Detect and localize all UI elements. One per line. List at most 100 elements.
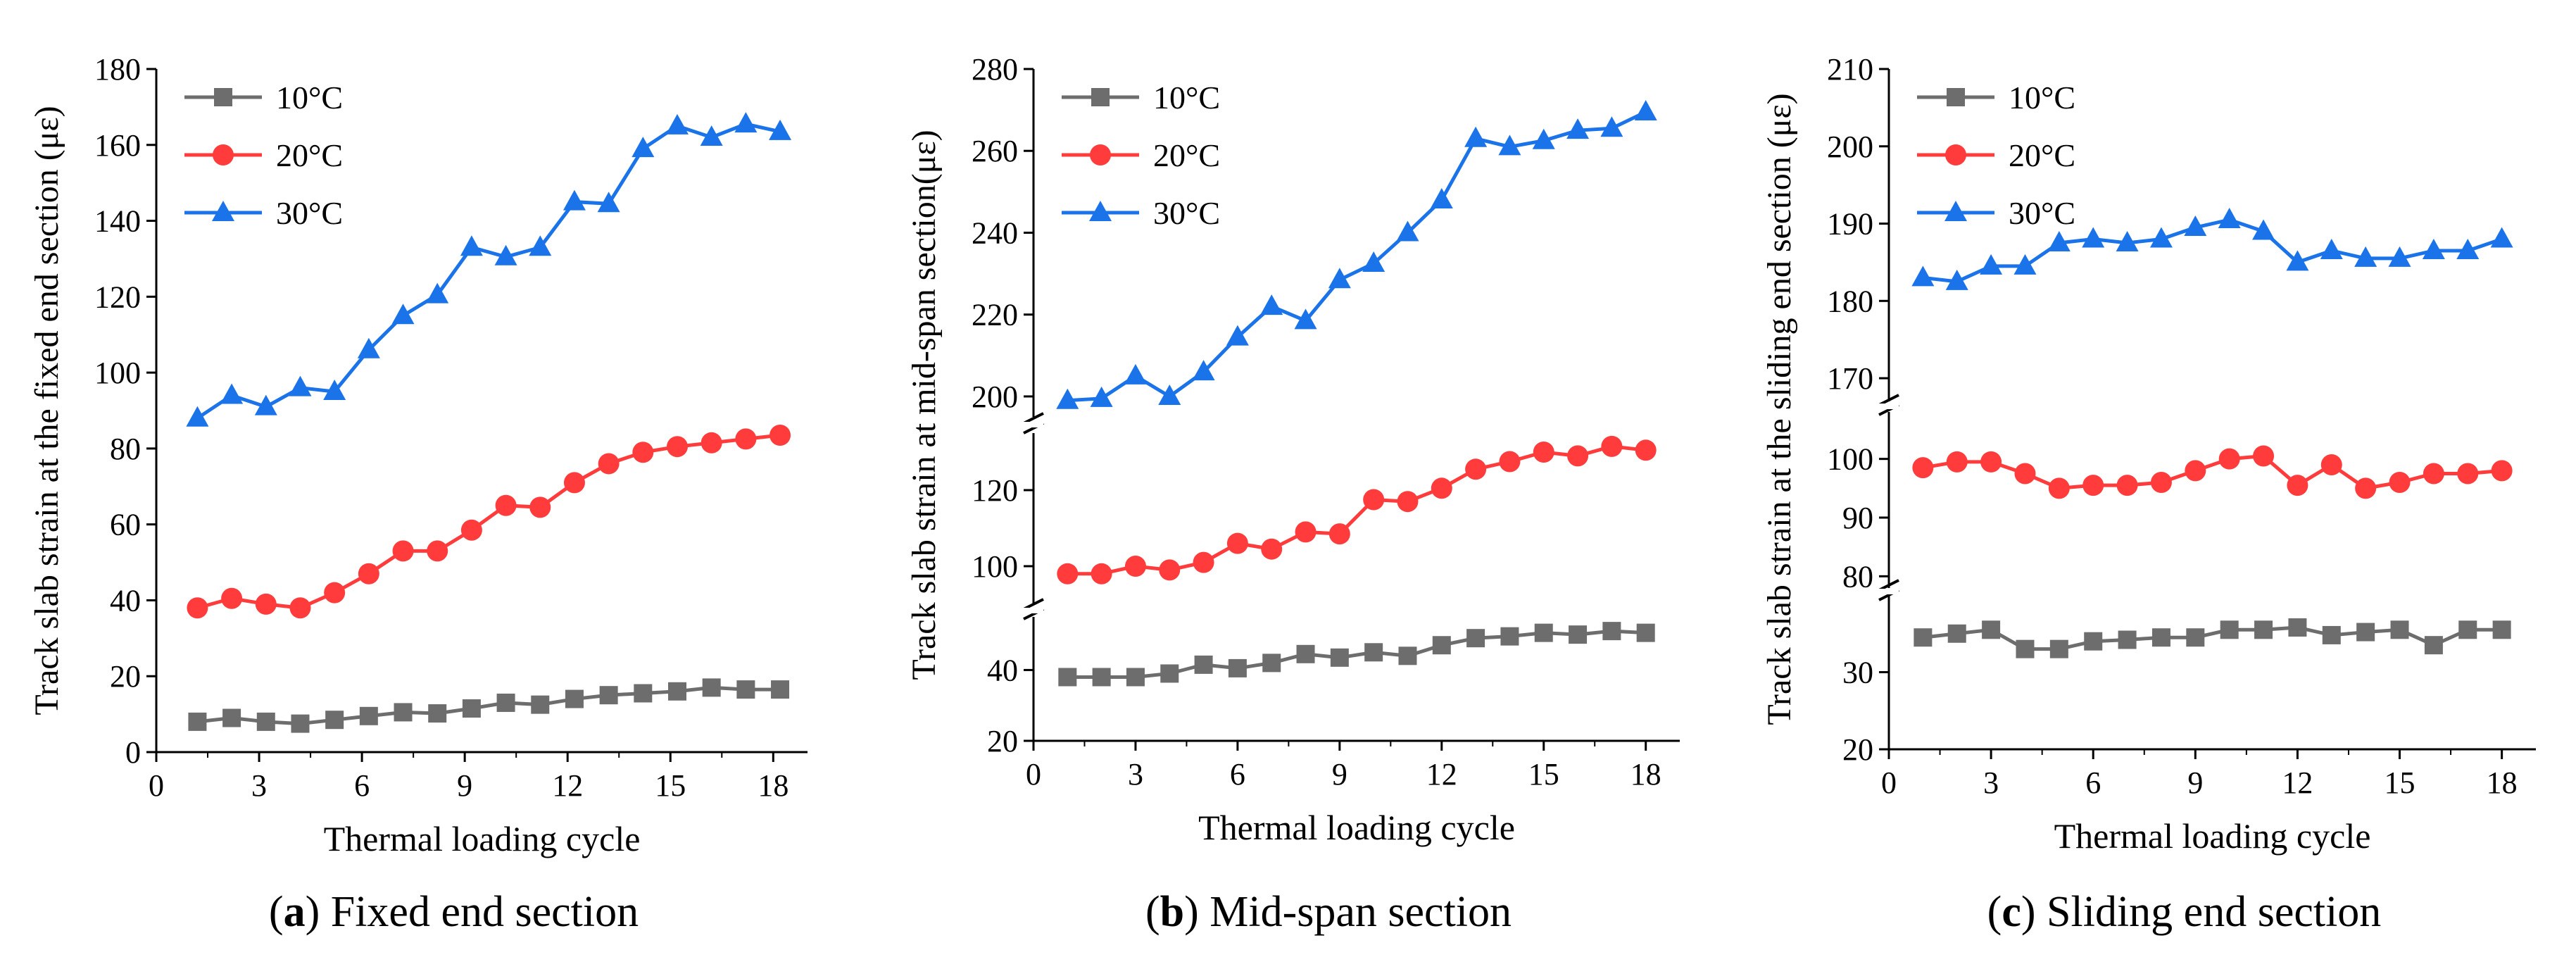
x-tick-label: 15 (2385, 765, 2415, 800)
caption-close-paren: ) (1184, 888, 1210, 936)
data-point (2116, 230, 2139, 251)
data-point (666, 113, 689, 135)
data-point (2491, 460, 2513, 482)
data-point (2118, 630, 2137, 649)
data-point (1363, 489, 1385, 511)
data-point (1980, 254, 2003, 275)
y-tick-label: 160 (94, 128, 141, 163)
legend-label: 20°C (276, 137, 343, 173)
panel-caption: (b) Mid-span section (1145, 888, 1512, 936)
y-tick-label: 20 (987, 724, 1018, 758)
legend-marker-triangle (1944, 201, 1967, 221)
legend-label: 10°C (276, 80, 343, 115)
data-point (1294, 308, 1317, 330)
series-20C-c (1912, 445, 2513, 499)
series-30C-c (1911, 208, 2513, 290)
data-point (1398, 646, 1417, 665)
data-point (2184, 215, 2207, 237)
data-point (462, 699, 481, 718)
data-point (2252, 219, 2275, 240)
y-tick-label: 100 (972, 549, 1018, 584)
axis-break-mark (1023, 412, 1044, 425)
x-tick-label: 15 (1528, 757, 1559, 792)
data-point (1912, 457, 1934, 479)
legend-label: 20°C (1153, 137, 1220, 173)
data-point (427, 540, 448, 562)
y-tick-label: 100 (94, 356, 141, 390)
data-point (460, 519, 482, 541)
x-axis-label: Thermal loading cycle (1198, 808, 1515, 847)
data-point (1914, 628, 1933, 647)
data-point (2354, 246, 2377, 267)
data-point (1566, 118, 1590, 139)
data-point (632, 137, 655, 158)
data-point (289, 597, 311, 619)
y-tick-label: 220 (972, 298, 1018, 332)
data-point (291, 714, 310, 733)
data-point (1226, 532, 1248, 554)
data-point (667, 436, 688, 458)
data-point (2186, 628, 2205, 647)
series-line (197, 685, 781, 726)
data-point (2014, 463, 2036, 484)
axis-break-mark (1023, 598, 1044, 611)
x-axis-label: Thermal loading cycle (324, 819, 641, 858)
legend-label: 10°C (2009, 80, 2075, 115)
data-point (325, 711, 344, 730)
data-point (2355, 477, 2377, 499)
x-tick-label: 6 (1230, 757, 1245, 792)
data-point (1567, 445, 1589, 467)
data-point (2390, 620, 2409, 639)
data-point (254, 394, 277, 415)
data-point (1465, 458, 1487, 480)
data-point (1430, 187, 1453, 208)
data-point (1980, 451, 2002, 473)
data-point (1261, 538, 1283, 560)
caption-text: Sliding end section (2047, 888, 2381, 936)
x-tick-label: 12 (2282, 765, 2313, 800)
legend-marker-circle (213, 144, 234, 165)
data-point (2389, 472, 2411, 493)
caption-letter: a (284, 888, 306, 936)
data-point (1431, 477, 1452, 499)
data-point (1532, 128, 1555, 149)
y-tick-label: 140 (94, 204, 141, 239)
data-point (1600, 116, 1623, 137)
data-point (323, 380, 346, 401)
data-point (1364, 643, 1383, 662)
y-axis-label: Track slab strain at the fixed end secti… (28, 106, 65, 715)
data-point (529, 235, 552, 256)
data-point (531, 695, 550, 714)
data-point (1602, 622, 1621, 641)
legend-label: 30°C (1153, 195, 1220, 231)
data-point (2013, 254, 2037, 275)
data-point (702, 678, 721, 697)
data-point (1056, 388, 1079, 409)
caption-close-paren: ) (306, 888, 331, 936)
data-point (221, 587, 243, 609)
x-tick-label: 12 (552, 768, 583, 803)
y-tick-label: 40 (110, 583, 141, 618)
data-point (668, 682, 686, 701)
y-tick-label: 200 (1827, 130, 1873, 164)
caption-open-paren: ( (1987, 888, 2002, 936)
data-point (394, 703, 413, 722)
x-tick-label: 6 (2085, 765, 2101, 800)
data-point (2286, 250, 2309, 271)
data-point (1192, 360, 1215, 381)
y-axis-label: Track slab strain at mid-span section(με… (905, 130, 943, 680)
data-point (1397, 491, 1419, 513)
series-line (1067, 629, 1646, 679)
x-tick-label: 6 (354, 768, 370, 803)
x-tick-label: 0 (1881, 765, 1897, 800)
x-tick-label: 0 (1026, 757, 1041, 792)
y-tick-label: 180 (94, 52, 141, 87)
data-point (255, 593, 277, 615)
legend-marker-triangle (1089, 201, 1112, 221)
panel-caption: (c) Sliding end section (1987, 888, 2382, 936)
data-point (324, 582, 346, 604)
data-point (735, 428, 757, 450)
caption-text: Fixed end section (331, 888, 639, 936)
data-point (1432, 636, 1451, 655)
data-point (1092, 668, 1111, 687)
